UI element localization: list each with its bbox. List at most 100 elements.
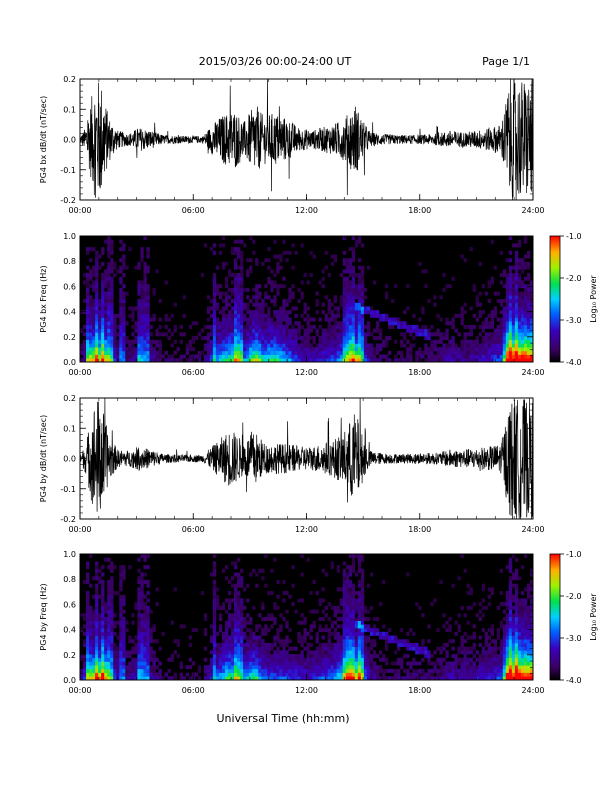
- spectrogram-cell: [360, 572, 365, 577]
- spectrogram-cell: [218, 354, 223, 359]
- spectrogram-cell: [285, 258, 289, 263]
- spectrogram-cell: [490, 358, 495, 363]
- spectrogram-cell: [240, 579, 244, 584]
- spectrogram-cell: [523, 624, 528, 629]
- spectrogram-cell: [137, 347, 141, 352]
- spectrogram-cell: [197, 668, 202, 673]
- spectrogram-cell: [119, 672, 123, 677]
- spectrogram-cell: [366, 321, 371, 326]
- spectrogram-cell: [472, 672, 476, 677]
- spectrogram-cell: [351, 602, 356, 607]
- spectrogram-cell: [327, 358, 331, 363]
- spectrogram-cell: [430, 347, 434, 352]
- spectrogram-cell: [342, 313, 347, 318]
- spectrogram-cell: [276, 347, 280, 352]
- spectrogram-cell: [270, 668, 274, 673]
- spectrogram-cell: [490, 313, 495, 318]
- spectrogram-cell: [98, 321, 102, 326]
- spectrogram-cell: [354, 591, 359, 596]
- spectrogram-cell: [460, 668, 464, 673]
- spectrogram-cell: [514, 661, 519, 666]
- spectrogram-cell: [206, 336, 211, 341]
- spectrogram-cell: [146, 583, 150, 588]
- spectrogram-cell: [240, 295, 244, 300]
- spectrogram-cell: [240, 265, 244, 270]
- spectrogram-cell: [321, 269, 325, 274]
- spectrogram-cell: [140, 254, 144, 259]
- spectrogram-cell: [499, 661, 504, 666]
- spectrogram-cell: [203, 617, 208, 622]
- spectrogram-cell: [505, 628, 510, 633]
- spectrogram-cell: [134, 657, 138, 662]
- spectrogram-cell: [466, 620, 470, 625]
- spectrogram-cell: [366, 354, 371, 359]
- spectrogram-cell: [288, 639, 292, 644]
- spectrogram-cell: [291, 328, 295, 333]
- spectrogram-cell: [324, 350, 328, 355]
- spectrogram-cell: [285, 642, 289, 647]
- spectrogram-cell: [212, 310, 217, 315]
- spectrogram-cell: [101, 613, 105, 618]
- spectrogram-cell: [240, 605, 244, 610]
- spectrogram-cell: [360, 310, 365, 315]
- spectrogram-cell: [445, 672, 449, 677]
- spectrogram-cell: [270, 354, 274, 359]
- spectrogram-cell: [128, 247, 132, 252]
- spectrogram-cell: [517, 676, 522, 681]
- spectrogram-cell: [249, 258, 253, 263]
- spectrogram-cell: [143, 672, 147, 677]
- y-tick-label: 0.1: [63, 424, 76, 433]
- spectrogram-cell: [227, 343, 232, 348]
- spectrogram-cell: [400, 642, 404, 647]
- spectrogram-cell: [107, 280, 111, 285]
- spectrogram-cell: [98, 343, 102, 348]
- spectrogram-cell: [442, 350, 446, 355]
- spectrogram-cell: [514, 250, 519, 255]
- spectrogram-cell: [448, 339, 452, 344]
- spectrogram-cell: [330, 347, 334, 352]
- spectrogram-cell: [243, 317, 247, 322]
- spectrogram-cell: [339, 321, 344, 326]
- spectrogram-cell: [499, 620, 504, 625]
- spectrogram-cell: [140, 594, 144, 599]
- spectrogram-cell: [505, 302, 510, 307]
- spectrogram-cell: [227, 295, 232, 300]
- spectrogram-cell: [369, 313, 374, 318]
- spectrogram-cell: [514, 639, 519, 644]
- spectrogram-cell: [134, 321, 138, 326]
- spectrogram-cell: [342, 299, 347, 304]
- spectrogram-cell: [324, 336, 328, 341]
- spectrogram-cell: [514, 354, 519, 359]
- spectrogram-cell: [481, 654, 485, 659]
- spectrogram-cell: [122, 339, 126, 344]
- spectrogram-cell: [388, 635, 392, 640]
- spectrogram-cell: [502, 339, 507, 344]
- spectrogram-cell: [86, 295, 90, 300]
- spectrogram-cell: [385, 354, 389, 359]
- spectrogram-cell: [481, 310, 485, 315]
- spectrogram-cell: [158, 332, 162, 337]
- spectrogram-cell: [400, 665, 404, 670]
- spectrogram-cell: [113, 336, 117, 341]
- spectrogram-cell: [481, 284, 485, 289]
- spectrogram-cell: [312, 354, 316, 359]
- spectrogram-cell: [529, 302, 534, 307]
- spectrogram-cell: [240, 280, 244, 285]
- spectrogram-cell: [472, 324, 476, 329]
- spectrogram-cell: [342, 354, 347, 359]
- spectrogram-cell: [237, 347, 241, 352]
- spectrogram-cell: [357, 339, 362, 344]
- spectrogram-cell: [318, 676, 322, 681]
- spectrogram-cell: [179, 665, 183, 670]
- spectrogram-cell: [261, 576, 265, 581]
- spectrogram-cell: [252, 354, 256, 359]
- spectrogram-cell: [294, 672, 298, 677]
- spectrogram-cell: [321, 587, 325, 592]
- spectrogram-cell: [357, 328, 362, 333]
- spectrogram-cell: [484, 291, 488, 296]
- spectrogram-cell: [448, 672, 452, 677]
- spectrogram-cell: [484, 639, 488, 644]
- spectrogram-cell: [104, 557, 108, 562]
- spectrogram-cell: [212, 336, 217, 341]
- spectrogram-cell: [294, 609, 298, 614]
